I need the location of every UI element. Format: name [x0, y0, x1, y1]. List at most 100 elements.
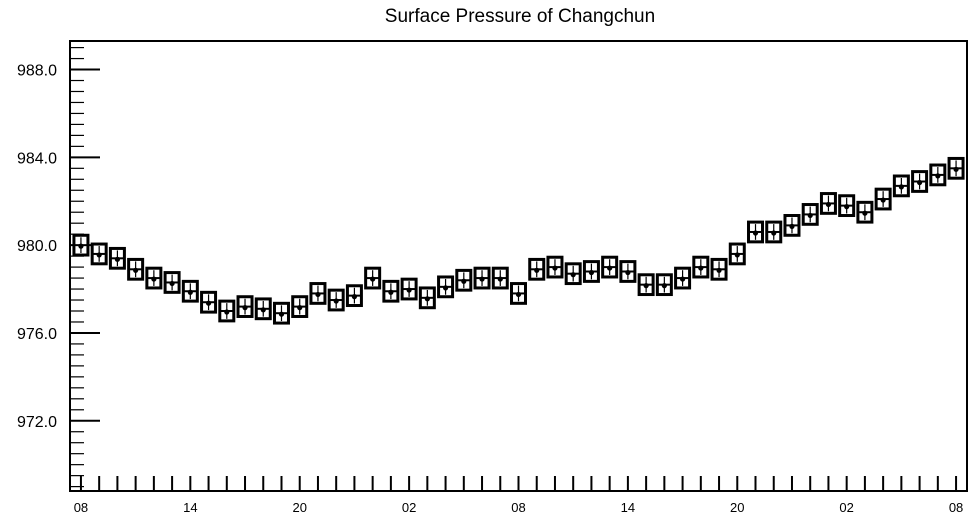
- box-mark: [236, 295, 254, 318]
- box-mark: [254, 297, 272, 321]
- box-mark: [856, 200, 874, 224]
- box-point: [461, 278, 467, 284]
- box-point: [935, 173, 941, 179]
- box-point: [862, 210, 868, 216]
- box-point: [370, 276, 376, 282]
- box-mark: [163, 271, 181, 294]
- box-mark: [838, 194, 856, 218]
- box-mark: [819, 192, 837, 215]
- box-mark: [710, 257, 728, 281]
- box-point: [242, 305, 248, 311]
- box-point: [497, 276, 503, 282]
- box-point: [151, 276, 157, 282]
- box-point: [78, 243, 84, 249]
- box-point: [588, 269, 595, 276]
- box-mark: [911, 170, 929, 193]
- box-mark: [364, 266, 382, 290]
- chart-title: Surface Pressure of Changchun: [385, 6, 655, 27]
- box-point: [278, 311, 285, 317]
- box-mark: [327, 288, 345, 312]
- box-point: [315, 291, 321, 298]
- x-tick-label: 02: [402, 500, 416, 515]
- box-point: [661, 283, 667, 289]
- box-point: [698, 265, 704, 271]
- box-point: [916, 179, 923, 186]
- box-point: [534, 267, 540, 273]
- box-point: [205, 300, 212, 306]
- box-point: [297, 305, 303, 311]
- box-mark: [765, 220, 783, 244]
- box-mark: [783, 214, 801, 237]
- box-point: [679, 276, 686, 282]
- box-point: [880, 197, 886, 203]
- box-mark: [947, 156, 965, 180]
- x-tick-label: 14: [621, 500, 635, 515]
- box-mark: [400, 277, 418, 301]
- box-mark: [582, 260, 600, 283]
- x-tick-label: 08: [74, 500, 88, 515]
- box-mark: [345, 284, 363, 308]
- box-point: [260, 307, 266, 313]
- box-mark: [90, 242, 108, 266]
- box-point: [552, 265, 558, 271]
- x-tick-label: 14: [183, 500, 197, 515]
- box-mark: [929, 163, 947, 187]
- box-point: [169, 280, 175, 287]
- box-mark: [473, 266, 491, 290]
- y-tick-label: 980.0: [17, 238, 57, 255]
- box-point: [716, 267, 722, 273]
- box-point: [570, 272, 576, 278]
- box-point: [825, 201, 832, 208]
- plot-frame: [69, 40, 968, 492]
- box-point: [479, 276, 485, 282]
- box-mark: [728, 242, 746, 266]
- box-mark: [108, 246, 126, 270]
- y-tick-label: 972.0: [17, 414, 57, 431]
- box-mark: [382, 279, 400, 303]
- y-tick-label: 976.0: [17, 326, 57, 343]
- x-tick-label: 02: [839, 500, 853, 515]
- box-mark: [747, 220, 765, 244]
- box-point: [789, 223, 795, 229]
- box-mark: [437, 275, 455, 299]
- box-point: [187, 289, 193, 295]
- box-mark: [181, 279, 199, 303]
- box-mark: [674, 266, 692, 290]
- box-point: [442, 285, 449, 291]
- box-point: [898, 184, 904, 190]
- box-mark: [418, 286, 436, 310]
- box-mark: [619, 260, 637, 283]
- box-point: [114, 256, 121, 262]
- box-mark: [200, 290, 218, 314]
- box-point: [953, 166, 959, 172]
- box-mark: [510, 282, 527, 305]
- box-mark: [692, 255, 710, 279]
- box-mark: [874, 187, 892, 211]
- box-mark: [491, 266, 509, 290]
- y-axis: 988.0 984.0 980.0 976.0 972.0: [17, 46, 100, 488]
- x-tick-label: 08: [511, 500, 525, 515]
- box-mark: [291, 295, 309, 318]
- box-mark: [892, 174, 910, 198]
- x-tick-label: 20: [292, 500, 306, 515]
- box-mark: [801, 203, 819, 226]
- box-point: [224, 309, 230, 315]
- box-mark: [564, 262, 582, 286]
- y-tick-label: 988.0: [17, 63, 57, 80]
- box-mark: [637, 273, 655, 297]
- box-point: [96, 252, 102, 258]
- box-mark: [601, 255, 619, 279]
- box-point: [734, 252, 740, 258]
- box-point: [752, 230, 759, 236]
- y-tick-label: 984.0: [17, 150, 57, 167]
- box-point: [807, 212, 813, 219]
- box-mark: [455, 268, 473, 292]
- box-point: [625, 269, 631, 276]
- box-point: [515, 291, 522, 298]
- box-mark: [546, 255, 564, 279]
- box-series: [72, 156, 965, 325]
- box-point: [406, 287, 412, 293]
- box-point: [643, 283, 649, 289]
